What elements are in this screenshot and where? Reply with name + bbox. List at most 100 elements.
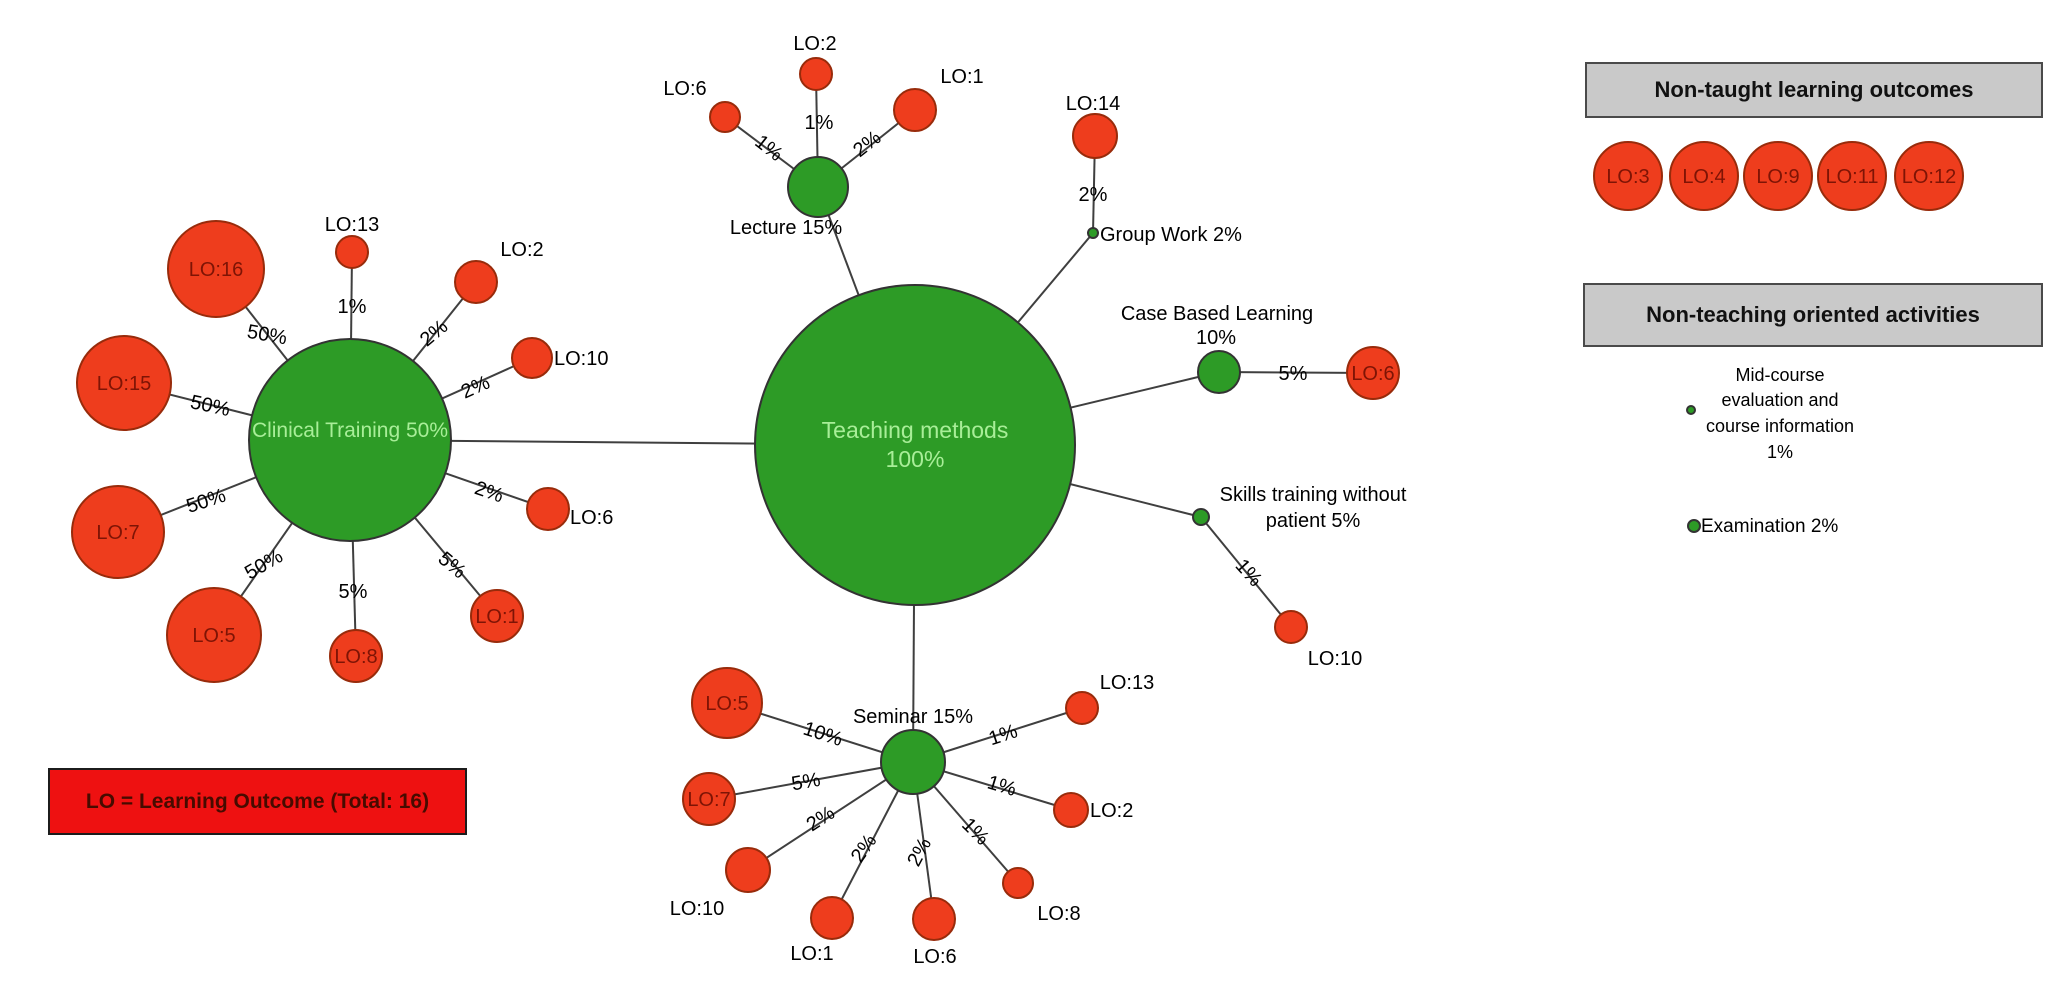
node-label-lo12-panel: LO:12: [1902, 166, 1956, 188]
text-lo14-label: LO:14: [1066, 93, 1120, 115]
text-midcourse-line3: course information: [1706, 416, 1854, 436]
lo-abbreviation-legend-text: LO = Learning Outcome (Total: 16): [85, 789, 430, 813]
text-skills-label-line2: patient 5%: [1266, 510, 1361, 532]
node-circle-lo1-cl: [470, 589, 524, 643]
text-lo1-sem-label: LO:1: [790, 943, 833, 965]
node-circle-teaching: [754, 284, 1076, 606]
text-pct-lec-lo1: 2%: [849, 127, 885, 162]
text-midcourse-line4: 1%: [1767, 442, 1793, 462]
text-pct-cl-lo13: 1%: [338, 296, 367, 318]
text-pct-groupwork: 2%: [1079, 184, 1108, 206]
node-circle-lo15: [76, 335, 172, 431]
node-circle-lo10-sem: [725, 847, 771, 893]
text-clinical-label: Clinical Training 50%: [252, 419, 448, 442]
text-lo13-cl-label: LO:13: [325, 214, 379, 236]
node-circle-lo6-cbl: [1346, 346, 1400, 400]
node-circle-exam-dot: [1687, 519, 1701, 533]
node-circle-lo8-cl: [329, 629, 383, 683]
text-lo8-sem-label: LO:8: [1037, 903, 1080, 925]
text-midcourse-line1: Mid-course: [1735, 365, 1824, 385]
node-circle-lo9-panel: [1743, 141, 1813, 211]
non-taught-outcomes-header: Non-taught learning outcomes: [1585, 62, 2043, 118]
text-lo2-lec-label: LO:2: [793, 33, 836, 55]
text-seminar-label: Seminar 15%: [853, 706, 973, 728]
text-pct-cl-lo6: 2%: [472, 477, 507, 507]
text-lecture-label: Lecture 15%: [730, 217, 843, 239]
node-circle-midcourse-dot: [1686, 405, 1696, 415]
node-label-lo4-panel: LO:4: [1682, 166, 1725, 188]
node-circle-skills-dot: [1192, 508, 1210, 526]
node-label-lo5-sem: LO:5: [705, 693, 748, 715]
text-lo10-sem-label: LO:10: [670, 898, 724, 920]
node-circle-lo2-cl: [454, 260, 498, 304]
text-pct-cl-lo16: 50%: [245, 321, 288, 350]
node-circle-lo10-cl: [511, 337, 553, 379]
node-label-lo9-panel: LO:9: [1756, 166, 1799, 188]
text-pct-sem-lo2: 1%: [985, 772, 1019, 802]
text-pct-sem-lo1: 2%: [847, 830, 882, 866]
text-lo10-cl-label: LO:10: [554, 348, 608, 370]
non-teaching-activities-header: Non-teaching oriented activities: [1583, 283, 2043, 347]
text-examination-label: Examination 2%: [1701, 516, 1838, 537]
text-lo6-lec-label: LO:6: [663, 78, 706, 100]
node-circle-lo12-panel: [1894, 141, 1964, 211]
node-circle-seminar: [880, 729, 946, 795]
node-label-lo11-panel: LO:11: [1826, 166, 1879, 188]
node-circle-lo13-sem: [1065, 691, 1099, 725]
text-pct-sem-lo7: 5%: [790, 769, 823, 796]
text-lo2-cl-label: LO:2: [500, 239, 543, 261]
node-circle-lo6-sem: [912, 897, 956, 941]
text-pct-sem-lo6: 2%: [903, 834, 936, 870]
text-pct-cl-lo8: 5%: [339, 581, 368, 603]
text-pct-cl-lo5: 50%: [241, 545, 287, 584]
node-circle-lo2-sem: [1053, 792, 1089, 828]
node-circle-lo5-sem: [691, 667, 763, 739]
text-lo6-sem-label: LO:6: [913, 946, 956, 968]
node-circle-lo7-sem: [682, 772, 736, 826]
node-circle-lo13-cl: [335, 235, 369, 269]
node-circle-lo10-skills: [1274, 610, 1308, 644]
node-label-lo6-cbl: LO:6: [1351, 363, 1394, 385]
text-lo1-lec-label: LO:1: [940, 66, 983, 88]
text-cbl-label-line2: 10%: [1196, 327, 1236, 349]
node-circle-lo14: [1072, 113, 1118, 159]
node-label-lo15: LO:15: [97, 373, 151, 395]
node-circle-lo11-panel: [1817, 141, 1887, 211]
node-circle-clinical: [248, 338, 452, 542]
node-circle-lo5-cl: [166, 587, 262, 683]
node-label-lo7-sem: LO:7: [687, 789, 730, 811]
node-label-lo16: LO:16: [189, 259, 243, 281]
text-lo13-sem-label: LO:13: [1100, 672, 1154, 694]
text-pct-sem-lo5: 10%: [800, 718, 845, 751]
text-pct-cl-lo15: 50%: [188, 391, 232, 421]
text-pct-sem-lo13: 1%: [986, 720, 1020, 750]
text-midcourse-line2: evaluation and: [1721, 390, 1838, 410]
node-circle-groupwork-dot: [1087, 227, 1099, 239]
node-label-lo7-cl: LO:7: [96, 522, 139, 544]
non-taught-outcomes-title: Non-taught learning outcomes: [1654, 77, 1974, 102]
text-groupwork-label: Group Work 2%: [1100, 224, 1242, 246]
node-circle-lo6-lec: [709, 101, 741, 133]
node-circle-lo7-cl: [71, 485, 165, 579]
text-lo2-sem-label: LO:2: [1090, 800, 1133, 822]
text-lo10-skills-label: LO:10: [1308, 648, 1362, 670]
node-circle-lo16: [167, 220, 265, 318]
non-teaching-activities-title: Non-teaching oriented activities: [1646, 302, 1980, 327]
text-pct-cbl: 5%: [1279, 363, 1308, 385]
node-circle-lo4-panel: [1669, 141, 1739, 211]
text-pct-cl-lo10: 2%: [458, 372, 494, 404]
node-label-lo1-cl: LO:1: [475, 606, 518, 628]
node-label-lo8-cl: LO:8: [334, 646, 377, 668]
text-pct-cl-lo2: 2%: [416, 316, 452, 352]
node-circle-lo2-lec: [799, 57, 833, 91]
edge-skills-dot-lo10-skills: [1200, 516, 1292, 628]
text-teaching-label-line1: Teaching methods: [822, 417, 1009, 443]
node-label-lo3-panel: LO:3: [1606, 166, 1649, 188]
text-teaching-label-line2: 100%: [886, 446, 945, 472]
node-circle-lo1-sem: [810, 896, 854, 940]
node-circle-lo1-lec: [893, 88, 937, 132]
lo-abbreviation-legend: LO = Learning Outcome (Total: 16): [48, 768, 467, 835]
text-cbl-label-line1: Case Based Learning: [1121, 303, 1313, 325]
